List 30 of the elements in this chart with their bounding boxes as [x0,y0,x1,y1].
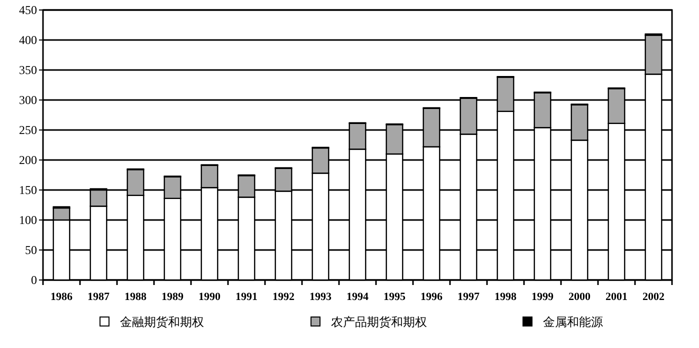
x-tick-label: 1996 [420,291,443,303]
y-tick-label: 350 [19,63,37,77]
x-tick-label: 1992 [272,291,295,303]
x-tick-label: 1988 [124,291,147,303]
y-tick-label: 150 [19,183,37,197]
x-tick-label: 1995 [384,291,406,303]
x-tick-label: 2000 [568,291,591,303]
y-tick-label: 250 [19,123,37,137]
x-tick-label: 1994 [346,291,369,303]
y-tick-label: 400 [19,33,37,47]
legend-label: 农产品期货和期权 [331,315,427,329]
x-tick-label: 1993 [310,291,332,303]
x-tick-label: 1999 [532,291,554,303]
x-tick-label: 2001 [606,291,628,303]
x-tick-label: 1990 [198,291,221,303]
x-tick-label: 1987 [88,291,110,303]
legend-label: 金融期货和期权 [120,315,204,329]
x-tick-label: 1991 [236,291,258,303]
x-tick-label: 2002 [642,291,665,303]
y-tick-label: 50 [25,243,37,257]
y-tick-label: 300 [19,93,37,107]
x-tick-label: 1998 [494,291,517,303]
x-tick-label: 1989 [162,291,184,303]
y-tick-label: 0 [31,273,37,287]
x-tick-label: 1986 [50,291,73,303]
y-tick-label: 200 [19,153,37,167]
x-tick-label: 1997 [458,291,480,303]
y-tick-label: 100 [19,213,37,227]
y-tick-label: 450 [19,3,37,17]
legend-label: 金属和能源 [543,315,603,329]
